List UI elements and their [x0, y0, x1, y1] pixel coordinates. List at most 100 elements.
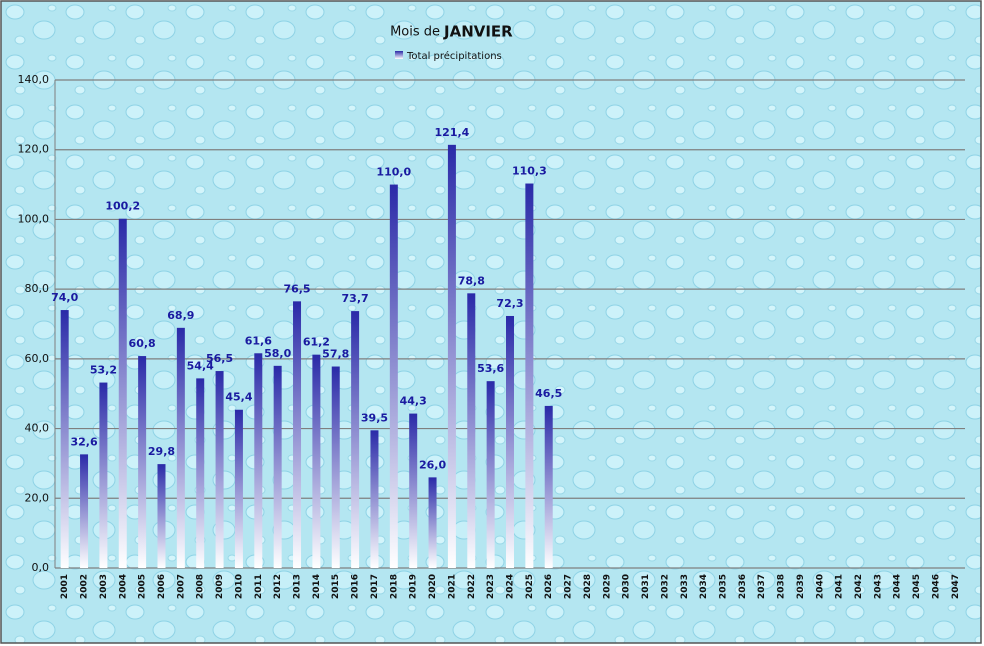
legend-label: Total précipitations — [406, 50, 502, 62]
x-tick-label: 2008 — [196, 574, 206, 599]
x-tick-label: 2040 — [815, 574, 825, 599]
value-label: 32,6 — [70, 435, 97, 448]
x-tick-label: 2001 — [60, 574, 70, 599]
x-tick-label: 2026 — [544, 574, 554, 599]
x-tick-label: 2034 — [699, 574, 709, 599]
x-tick-label: 2021 — [447, 574, 457, 599]
x-tick-label: 2032 — [660, 574, 670, 599]
value-label: 61,6 — [245, 334, 272, 347]
x-tick-label: 2013 — [293, 574, 303, 599]
value-label: 110,3 — [512, 165, 547, 178]
bar — [138, 356, 147, 568]
bar — [486, 381, 495, 568]
bar — [506, 315, 514, 568]
x-tick-label: 2031 — [641, 574, 651, 599]
x-tick-label: 2046 — [931, 574, 941, 599]
bar — [273, 365, 282, 568]
bar — [447, 144, 456, 568]
value-label: 110,0 — [376, 166, 411, 179]
value-label: 54,4 — [187, 359, 214, 372]
y-tick-label: 40,0 — [25, 422, 50, 435]
y-tick-label: 120,0 — [18, 143, 50, 156]
x-tick-label: 2029 — [602, 574, 612, 599]
bar — [293, 301, 302, 568]
x-tick-label: 2042 — [854, 574, 864, 599]
x-tick-label: 2005 — [138, 574, 148, 599]
x-tick-label: 2006 — [157, 574, 167, 599]
value-label: 46,5 — [535, 387, 562, 400]
x-tick-label: 2019 — [409, 574, 419, 599]
y-tick-label: 0,0 — [32, 561, 50, 574]
bar — [157, 464, 166, 568]
value-label: 26,0 — [419, 458, 446, 471]
x-tick-label: 2038 — [777, 574, 787, 599]
value-label: 72,3 — [496, 297, 523, 310]
x-tick-label: 2018 — [389, 574, 399, 599]
x-tick-label: 2007 — [176, 574, 186, 599]
value-label: 100,2 — [105, 200, 140, 213]
bar — [176, 327, 185, 568]
bar — [525, 183, 534, 569]
x-tick-label: 2004 — [118, 574, 128, 599]
bar — [196, 378, 205, 568]
bar — [99, 382, 108, 568]
x-tick-label: 2044 — [893, 574, 903, 599]
value-label: 45,4 — [225, 391, 252, 404]
x-tick-label: 2030 — [622, 574, 632, 599]
x-tick-label: 2002 — [80, 574, 90, 599]
legend-swatch — [395, 51, 403, 59]
bar — [467, 293, 476, 568]
bar — [118, 218, 127, 568]
bar — [312, 354, 321, 568]
x-tick-label: 2022 — [467, 574, 477, 599]
x-tick-label: 2041 — [835, 574, 845, 599]
x-tick-label: 2012 — [273, 574, 283, 599]
bar — [331, 366, 340, 568]
value-label: 57,8 — [322, 348, 349, 361]
bar — [409, 413, 418, 568]
bar — [254, 353, 263, 568]
value-label: 121,4 — [435, 126, 470, 139]
x-tick-label: 2047 — [951, 574, 961, 599]
bar — [60, 310, 69, 568]
chart-title: Mois de — [390, 25, 440, 40]
value-label: 68,9 — [167, 309, 194, 322]
x-tick-label: 2033 — [680, 574, 690, 599]
value-label: 73,7 — [342, 292, 369, 305]
value-label: 74,0 — [51, 291, 78, 304]
x-tick-label: 2024 — [506, 574, 516, 599]
chart-title: JANVIER — [443, 23, 513, 41]
x-tick-label: 2037 — [757, 574, 767, 599]
y-tick-label: 100,0 — [18, 212, 50, 225]
bar — [215, 371, 224, 568]
x-tick-label: 2003 — [99, 574, 109, 599]
value-label: 29,8 — [148, 445, 175, 458]
bar — [428, 477, 437, 568]
y-tick-label: 20,0 — [25, 491, 50, 504]
bar — [351, 311, 360, 568]
value-label: 78,8 — [458, 274, 485, 287]
x-tick-label: 2039 — [796, 574, 806, 599]
value-label: 53,2 — [90, 364, 117, 377]
x-tick-label: 2011 — [254, 574, 264, 599]
x-tick-label: 2016 — [351, 574, 361, 599]
bar — [234, 409, 243, 568]
x-tick-label: 2014 — [312, 574, 322, 599]
x-tick-label: 2043 — [873, 574, 883, 599]
x-tick-label: 2020 — [428, 574, 438, 599]
value-label: 39,5 — [361, 411, 388, 424]
value-label: 61,2 — [303, 336, 330, 349]
bar — [544, 405, 553, 568]
bar — [370, 430, 379, 568]
x-tick-label: 2025 — [525, 574, 535, 599]
bar — [80, 454, 89, 568]
value-label: 56,5 — [206, 352, 233, 365]
x-tick-label: 2009 — [215, 574, 225, 599]
x-tick-label: 2015 — [331, 574, 341, 599]
value-label: 76,5 — [283, 282, 310, 295]
bar — [389, 184, 398, 569]
x-tick-label: 2036 — [738, 574, 748, 599]
x-tick-label: 2023 — [486, 574, 496, 599]
